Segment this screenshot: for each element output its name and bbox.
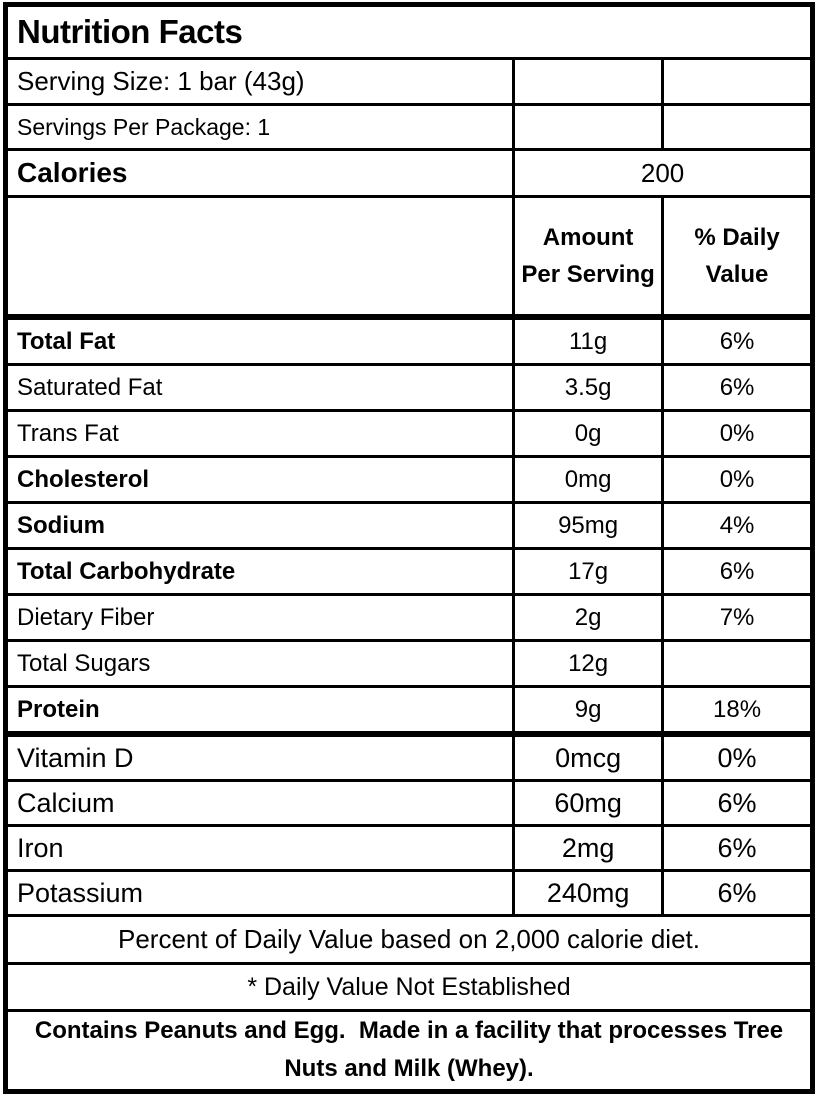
nutrient-dv: 0%: [661, 409, 814, 458]
serving-size-text: Serving Size: 1 bar (43g): [3, 57, 516, 106]
row-calcium: Calcium 60mg 6%: [3, 779, 814, 827]
row-potassium: Potassium 240mg 6%: [3, 869, 814, 917]
micronutrient-name: Potassium: [3, 869, 516, 917]
row-trans-fat: Trans Fat 0g 0%: [3, 409, 814, 458]
nutrient-name: Protein: [3, 685, 516, 737]
row-cholesterol: Cholesterol 0mg 0%: [3, 455, 814, 504]
micronutrient-amount: 2mg: [512, 824, 665, 872]
micronutrient-amount: 0mcg: [512, 732, 665, 782]
nutrient-amount: 17g: [512, 547, 665, 596]
nutrient-dv: [661, 639, 814, 688]
footnote-percent-row: Percent of Daily Value based on 2,000 ca…: [4, 914, 814, 965]
row-iron: Iron 2mg 6%: [3, 824, 814, 872]
serving-size-row: Serving Size: 1 bar (43g): [3, 57, 814, 106]
nutrient-name: Trans Fat: [3, 409, 516, 458]
label-title: Nutrition Facts: [4, 3, 814, 60]
column-header-row: Amount Per Serving % Daily Value: [3, 195, 814, 320]
calories-label: Calories: [3, 148, 516, 198]
nutrient-dv: 0%: [661, 455, 814, 504]
nutrient-amount: 3.5g: [512, 363, 665, 412]
nutrient-name: Dietary Fiber: [3, 593, 516, 642]
nutrient-dv: 6%: [661, 547, 814, 596]
micronutrient-name: Iron: [3, 824, 516, 872]
allergen-statement-row: Contains Peanuts and Egg. Made in a faci…: [4, 1009, 814, 1093]
servings-amount-cell-empty: [512, 103, 665, 151]
footnote-daily-value-text: * Daily Value Not Established: [4, 962, 814, 1012]
nutrient-amount: 12g: [512, 639, 665, 688]
nutrient-name: Total Carbohydrate: [3, 547, 516, 596]
nutrient-dv: 6%: [661, 315, 814, 366]
nutrition-facts-page: Nutrition Facts Serving Size: 1 bar (43g…: [3, 2, 815, 1094]
title-row: Nutrition Facts: [4, 3, 814, 60]
nutrient-dv: 6%: [661, 363, 814, 412]
micronutrient-dv: 0%: [661, 732, 814, 782]
footnote-daily-value-row: * Daily Value Not Established: [4, 962, 814, 1012]
micronutrient-amount: 60mg: [512, 779, 665, 827]
servings-per-package-text: Servings Per Package: 1: [3, 103, 516, 151]
micronutrient-name: Vitamin D: [3, 732, 516, 782]
nutrition-facts-label: Nutrition Facts Serving Size: 1 bar (43g…: [3, 2, 815, 1094]
nutrient-name: Total Sugars: [3, 639, 516, 688]
micronutrient-name: Calcium: [3, 779, 516, 827]
nutrient-amount: 9g: [512, 685, 665, 737]
serving-size-dv-cell-empty: [661, 57, 814, 106]
nutrient-amount: 2g: [512, 593, 665, 642]
amount-per-serving-header: Amount Per Serving: [512, 195, 665, 320]
calories-value: 200: [512, 148, 814, 198]
allergen-statement-text: Contains Peanuts and Egg. Made in a faci…: [4, 1009, 814, 1093]
row-total-sugars: Total Sugars 12g: [3, 639, 814, 688]
nutrient-name: Total Fat: [3, 315, 516, 366]
calories-row: Calories 200: [3, 148, 814, 198]
nutrient-amount: 0mg: [512, 455, 665, 504]
row-vitamin-d: Vitamin D 0mcg 0%: [3, 732, 814, 782]
row-total-fat: Total Fat 11g 6%: [3, 315, 814, 366]
servings-per-package-row: Servings Per Package: 1: [3, 103, 814, 151]
micronutrient-dv: 6%: [661, 869, 814, 917]
nutrient-dv: 18%: [661, 685, 814, 737]
nutrient-amount: 11g: [512, 315, 665, 366]
nutrient-name: Sodium: [3, 501, 516, 550]
row-protein: Protein 9g 18%: [3, 685, 814, 737]
row-sodium: Sodium 95mg 4%: [3, 501, 814, 550]
nutrient-name: Cholesterol: [3, 455, 516, 504]
nutrient-name: Saturated Fat: [3, 363, 516, 412]
column-header-empty-cell: [3, 195, 516, 320]
row-dietary-fiber: Dietary Fiber 2g 7%: [3, 593, 814, 642]
servings-dv-cell-empty: [661, 103, 814, 151]
nutrient-dv: 7%: [661, 593, 814, 642]
micronutrient-amount: 240mg: [512, 869, 665, 917]
row-total-carbohydrate: Total Carbohydrate 17g 6%: [3, 547, 814, 596]
percent-daily-value-header: % Daily Value: [661, 195, 814, 320]
nutrient-amount: 0g: [512, 409, 665, 458]
micronutrient-dv: 6%: [661, 779, 814, 827]
micronutrient-dv: 6%: [661, 824, 814, 872]
row-saturated-fat: Saturated Fat 3.5g 6%: [3, 363, 814, 412]
nutrient-dv: 4%: [661, 501, 814, 550]
footnote-percent-text: Percent of Daily Value based on 2,000 ca…: [4, 914, 814, 965]
serving-size-amount-cell-empty: [512, 57, 665, 106]
nutrient-amount: 95mg: [512, 501, 665, 550]
